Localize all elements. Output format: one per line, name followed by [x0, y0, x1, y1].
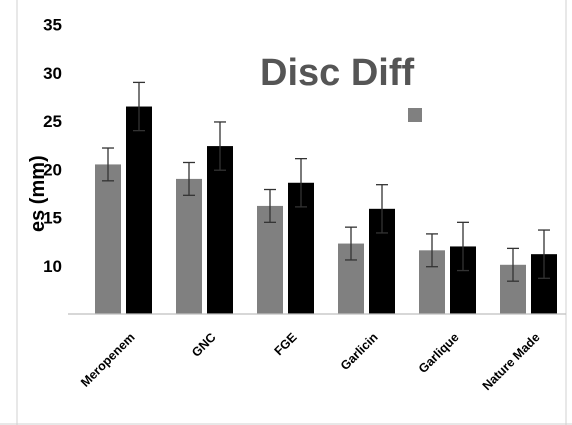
chart-title: Disc Diff	[260, 52, 414, 94]
y-tick-label: 15	[43, 209, 62, 228]
bar	[176, 178, 202, 314]
bar	[207, 146, 233, 314]
y-tick-label: 20	[43, 160, 62, 179]
bars-group	[95, 106, 557, 315]
y-axis-ticks: 10 15 20 25 30 35	[43, 16, 62, 276]
y-tick-label: 25	[43, 112, 62, 131]
y-tick-label: 30	[43, 64, 62, 83]
y-axis-label: es (mm)	[27, 155, 49, 232]
bar	[126, 106, 152, 315]
error-bars-group	[102, 81, 550, 282]
bar	[95, 164, 121, 314]
bar	[257, 205, 283, 314]
legend-swatch	[408, 108, 422, 122]
y-tick-label: 10	[43, 257, 62, 276]
y-tick-label: 35	[43, 16, 62, 35]
